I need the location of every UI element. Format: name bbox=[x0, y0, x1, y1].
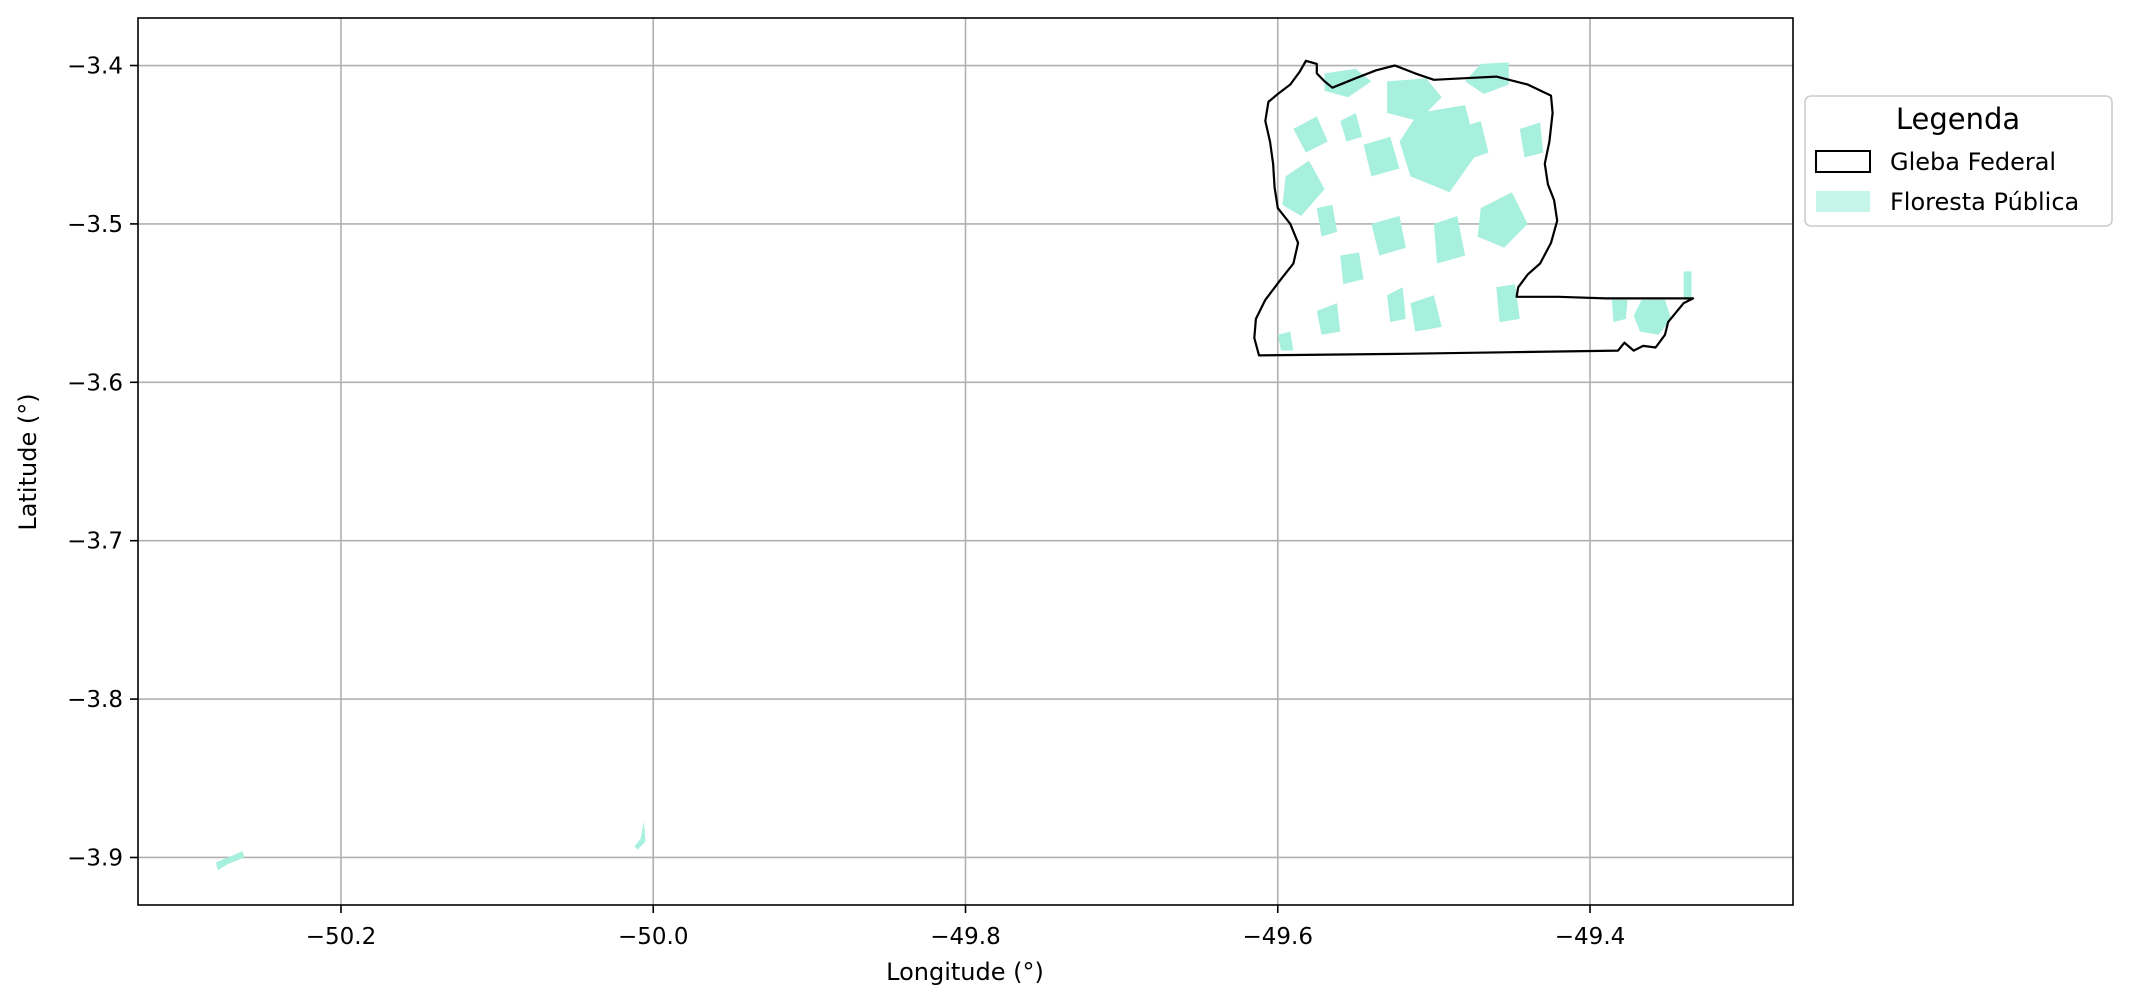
x-tick-label: −49.4 bbox=[1555, 924, 1625, 950]
floresta-publica-patch bbox=[1477, 192, 1528, 248]
floresta-publica-patch bbox=[1363, 136, 1400, 177]
floresta-publica-layer bbox=[216, 62, 1692, 871]
floresta-publica-patch bbox=[1371, 216, 1406, 256]
floresta-publica-patch bbox=[1340, 113, 1363, 142]
floresta-publica-patch bbox=[1282, 160, 1325, 216]
x-axis-ticks: −50.2 −50.0 −49.8 −49.6 −49.4 bbox=[306, 905, 1625, 950]
legend: Legenda Gleba Federal Floresta Pública bbox=[1804, 95, 2113, 227]
x-tick-label: −50.0 bbox=[618, 924, 688, 950]
floresta-publica-patch bbox=[1399, 105, 1478, 193]
floresta-publica-patch bbox=[634, 821, 646, 850]
floresta-publica-patch bbox=[1496, 284, 1520, 323]
y-tick-label: −3.8 bbox=[67, 687, 123, 713]
floresta-publica-patch bbox=[1633, 299, 1672, 335]
legend-swatch-floresta-publica bbox=[1816, 191, 1870, 212]
floresta-publica-patch bbox=[1316, 303, 1341, 335]
x-tick-label: −50.2 bbox=[306, 924, 376, 950]
y-tick-label: −3.6 bbox=[67, 370, 123, 396]
legend-title: Legenda bbox=[1896, 102, 2020, 136]
y-tick-label: −3.5 bbox=[67, 212, 123, 238]
y-tick-label: −3.4 bbox=[67, 54, 123, 80]
floresta-publica-patch bbox=[1387, 287, 1406, 323]
floresta-publica-patch bbox=[1277, 331, 1294, 351]
y-tick-label: −3.7 bbox=[67, 529, 123, 555]
floresta-publica-patch bbox=[1611, 299, 1628, 323]
floresta-publica-patch bbox=[1683, 271, 1692, 300]
y-axis-ticks: −3.4 −3.5 −3.6 −3.7 −3.8 −3.9 bbox=[67, 54, 138, 871]
y-axis-label: Latitude (°) bbox=[14, 393, 42, 530]
floresta-publica-patch bbox=[1340, 252, 1364, 285]
floresta-publica-patch bbox=[216, 851, 245, 871]
floresta-publica-patch bbox=[1457, 121, 1489, 161]
floresta-publica-patch bbox=[1316, 204, 1338, 237]
legend-swatch-gleba-federal bbox=[1815, 150, 1871, 173]
gleba-federal-layer bbox=[1253, 59, 1695, 357]
legend-label-floresta-publica: Floresta Pública bbox=[1890, 188, 2079, 216]
floresta-publica-patch bbox=[1410, 295, 1442, 332]
x-tick-label: −49.6 bbox=[1243, 924, 1313, 950]
y-tick-label: −3.9 bbox=[67, 845, 123, 871]
floresta-publica-patch bbox=[1387, 78, 1442, 121]
floresta-publica-patch bbox=[1293, 116, 1328, 153]
x-axis-label: Longitude (°) bbox=[886, 958, 1044, 986]
legend-box bbox=[1804, 95, 2113, 227]
gleba-federal-boundary bbox=[1253, 59, 1695, 357]
floresta-publica-patch bbox=[1519, 122, 1544, 158]
floresta-publica-patch bbox=[1465, 62, 1509, 94]
floresta-publica-patch bbox=[1433, 216, 1466, 264]
legend-label-gleba-federal: Gleba Federal bbox=[1890, 148, 2056, 176]
x-tick-label: −49.8 bbox=[930, 924, 1000, 950]
